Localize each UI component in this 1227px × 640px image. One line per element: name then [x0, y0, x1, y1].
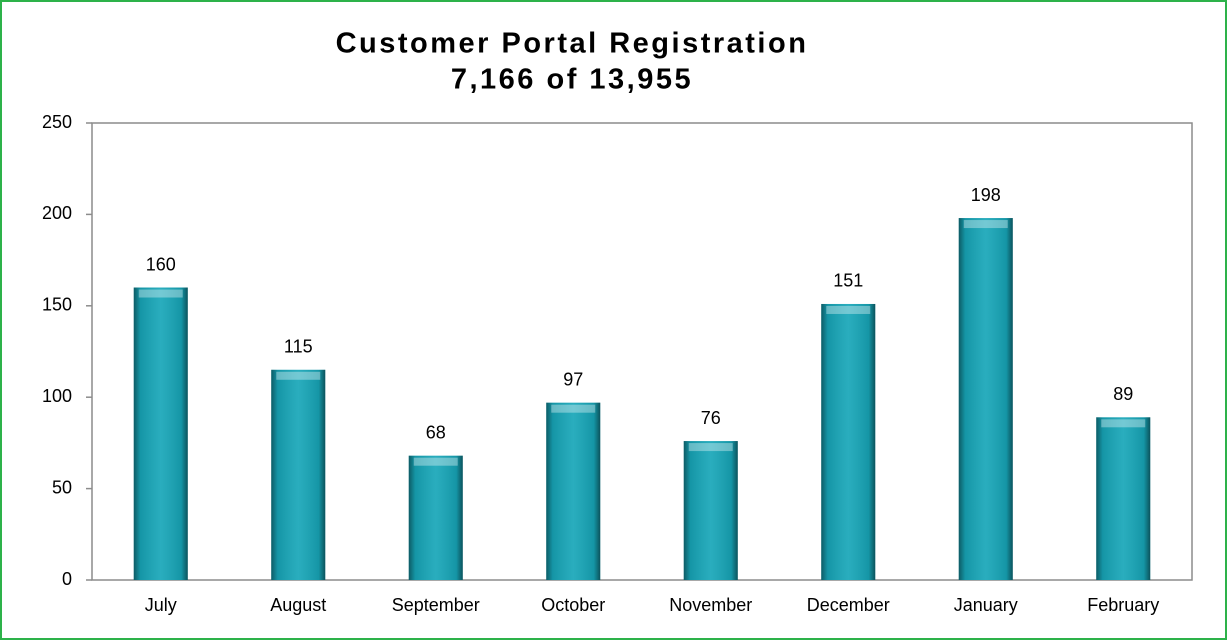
- bar-cap: [276, 371, 321, 380]
- y-tick-label: 250: [42, 112, 72, 132]
- bar-shade: [821, 303, 876, 580]
- bar-cap: [413, 457, 458, 466]
- data-label: 115: [284, 337, 313, 357]
- data-label: 76: [701, 408, 721, 428]
- y-tick-label: 50: [52, 477, 72, 497]
- chart-subtitle: 7,166 of 13,955: [451, 64, 693, 96]
- data-label: 160: [146, 254, 176, 274]
- y-tick-label: 0: [62, 569, 72, 589]
- y-tick-label: 200: [42, 203, 72, 223]
- y-tick-label: 100: [42, 386, 72, 406]
- plot-area: [91, 122, 1193, 581]
- bar-cap: [1101, 419, 1146, 428]
- data-label: 89: [1113, 384, 1133, 404]
- chart-title: Customer Portal Registration: [336, 28, 809, 60]
- bar-shade: [133, 287, 188, 580]
- bar-shade: [683, 441, 738, 580]
- bar-cap: [688, 443, 733, 452]
- data-label: 198: [971, 185, 1001, 205]
- x-tick-label: December: [807, 595, 890, 615]
- bar-shade: [958, 218, 1013, 580]
- x-tick-label: January: [954, 595, 1018, 615]
- data-label: 97: [563, 369, 583, 389]
- y-tick-label: 150: [42, 295, 72, 315]
- bar-cap: [551, 404, 596, 413]
- bar-shade: [271, 369, 326, 580]
- x-tick-label: February: [1087, 595, 1159, 615]
- data-label: 68: [426, 422, 446, 442]
- bar-cap: [826, 305, 871, 314]
- x-tick-label: August: [270, 595, 326, 615]
- data-label: 151: [833, 271, 863, 291]
- bar-cap: [963, 220, 1008, 229]
- bar-shade: [408, 455, 463, 580]
- bar-shade: [1096, 417, 1151, 580]
- bar-shade: [546, 402, 601, 580]
- x-tick-label: September: [392, 595, 480, 615]
- x-tick-label: July: [145, 595, 177, 615]
- bar-cap: [138, 289, 183, 298]
- x-tick-label: November: [669, 595, 752, 615]
- x-tick-label: October: [541, 595, 605, 615]
